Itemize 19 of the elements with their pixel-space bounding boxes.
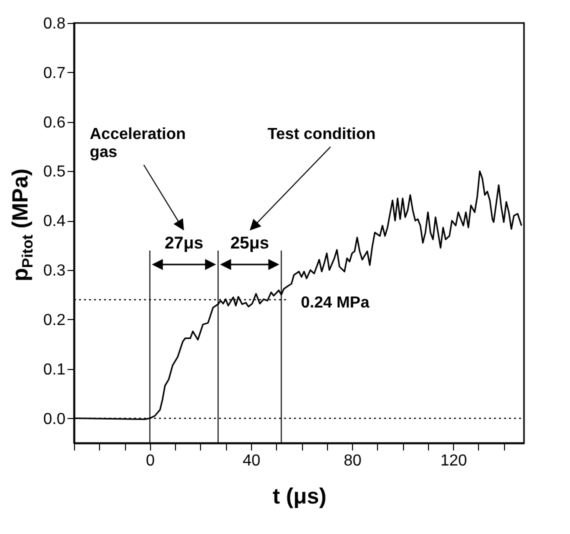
ref-line-label: 0.24 MPa: [300, 294, 370, 312]
y-tick-label: 0.0: [43, 410, 66, 428]
annotation: Acceleration gas: [90, 126, 186, 161]
x-axis-title: t (μs): [272, 484, 326, 508]
y-tick-label: 0.8: [43, 16, 66, 32]
y-tick-label: 0.6: [43, 114, 66, 132]
y-tick-label: 0.5: [43, 164, 66, 181]
x-tick-label: 40: [242, 452, 260, 470]
y-tick-label: 0.1: [43, 361, 66, 378]
annotation: 25μs: [230, 234, 270, 252]
annotation: Test condition: [268, 126, 376, 143]
x-tick-label: 0: [146, 452, 155, 470]
x-tick-label: 120: [440, 452, 468, 470]
annotation: 27μs: [164, 234, 204, 252]
y-tick-label: 0.2: [43, 312, 66, 329]
x-tick-label: 80: [344, 452, 362, 470]
y-tick-label: 0.7: [43, 64, 66, 82]
y-tick-label: 0.4: [43, 213, 66, 230]
y-tick-label: 0.3: [43, 262, 66, 280]
